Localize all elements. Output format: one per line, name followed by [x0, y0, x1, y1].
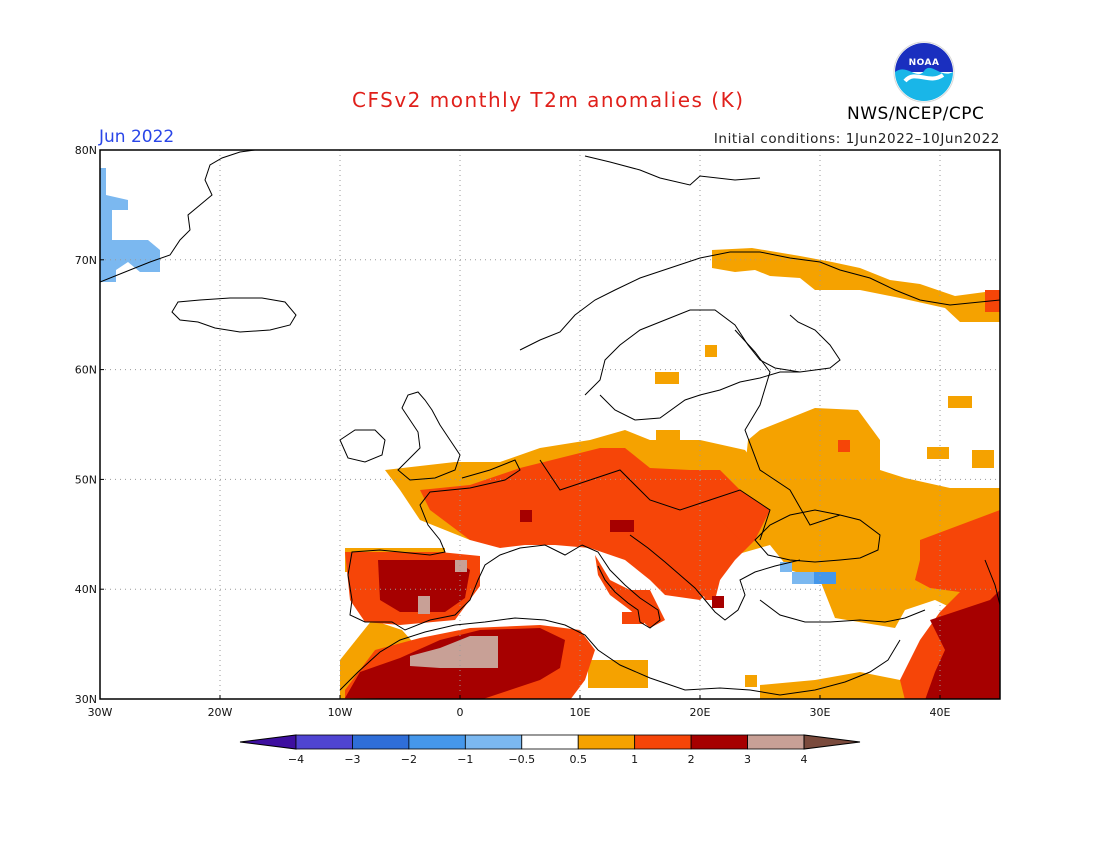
colorbar-segment [577, 734, 636, 750]
anomaly-egypt-cell [745, 675, 757, 687]
anomaly-iberia-darkred [378, 560, 470, 612]
coast-africa [339, 617, 901, 696]
coast-greenland [100, 150, 256, 283]
coast-italy [581, 544, 661, 629]
noaa-logo-icon [893, 41, 955, 103]
anomaly-spain-brown-1 [418, 596, 430, 614]
colorbar-max-arrow [803, 734, 861, 750]
longitude-label: 30W [88, 706, 113, 719]
coastlines [100, 150, 1000, 696]
colorbar-label: 3 [744, 753, 751, 766]
chart-title: CFSv2 monthly T2m anomalies (K) [352, 88, 745, 112]
longitude-label: 20W [208, 706, 233, 719]
colorbar-label: 2 [688, 753, 695, 766]
anomaly-baltic-cell [656, 430, 680, 440]
colorbar-label: −3 [344, 753, 360, 766]
latitude-label: 30N [75, 693, 97, 706]
latitude-label: 50N [75, 473, 97, 486]
colorbar-min-arrow [239, 734, 297, 750]
anomaly-france-central-red [420, 448, 770, 600]
coast-iceland [171, 297, 297, 333]
anomaly-belarus-cell [838, 440, 850, 452]
agency-label: NWS/NCEP/CPC [847, 104, 985, 124]
colorbar-segment [464, 734, 523, 750]
latitude-label: 80N [75, 144, 97, 157]
coast-turkey [759, 599, 926, 623]
longitude-label: 30E [810, 706, 831, 719]
coast-black-sea [754, 509, 881, 563]
gridlines [100, 150, 1000, 699]
anomaly-turkey-blue-3 [780, 562, 792, 572]
colorbar-segment [634, 734, 692, 750]
map-frame [99, 149, 1001, 700]
colorbar-label: 1 [631, 753, 638, 766]
longitude-label: 20E [690, 706, 711, 719]
colorbar-segment [408, 734, 466, 750]
coast-caspian [984, 559, 1000, 606]
coast-britain [397, 391, 461, 481]
anomaly-russia-cell-2 [927, 447, 949, 459]
latitude-labels: 80N 70N 60N 50N 40N 30N [75, 144, 104, 706]
coast-norway [519, 251, 1000, 351]
anomaly-spain-brown-2 [455, 560, 467, 572]
longitude-label: 10W [328, 706, 353, 719]
colorbar-segment [352, 734, 410, 750]
anomaly-libya-cell [588, 660, 648, 688]
colorbar-label: 0.5 [569, 753, 587, 766]
anomaly-finland-cell [705, 345, 717, 357]
longitude-label: 40E [930, 706, 951, 719]
latitude-label: 70N [75, 254, 97, 267]
colorbar-segment [690, 734, 748, 750]
coast-balkans [629, 534, 801, 621]
colorbar-label: −1 [457, 753, 473, 766]
longitude-label: 10E [570, 706, 591, 719]
latitude-label: 60N [75, 364, 97, 377]
anomaly-turkey-blue-2 [814, 572, 836, 584]
coast-svalbard [584, 155, 761, 186]
longitude-labels: 30W 20W 10W 0 10E 20E 30E 40E [88, 695, 951, 719]
colorbar-label: −2 [401, 753, 417, 766]
colorbar-label: −0.5 [508, 753, 535, 766]
anomaly-russia-cell [948, 396, 972, 408]
anomaly-adriatic-cell [610, 520, 634, 532]
anomaly-algeria-brown [410, 636, 498, 668]
logo-text: NOAA [908, 58, 940, 68]
forecast-month: Jun 2022 [99, 127, 175, 147]
anomaly-balkan-cell [712, 596, 724, 608]
anomaly-scandinavia-coast [712, 248, 1000, 322]
anomaly-sweden-cell [655, 372, 679, 384]
anomaly-alps-cell [520, 510, 532, 522]
anomaly-turkey-blue-1 [792, 572, 814, 584]
initial-conditions: Initial conditions: 1Jun2022–10Jun2022 [713, 131, 1000, 147]
colorbar-label: −4 [288, 753, 304, 766]
anomaly-russia-cell-3 [972, 450, 994, 468]
latitude-label: 40N [75, 583, 97, 596]
anomaly-greenland-blue [100, 168, 160, 282]
colorbar-label: 4 [801, 753, 808, 766]
border-russia [734, 329, 841, 526]
coast-france-iberia [347, 459, 583, 631]
anomaly-balkans-red [690, 520, 740, 600]
coast-ireland [339, 429, 386, 463]
border-central [539, 459, 771, 541]
longitude-label: 0 [457, 706, 464, 719]
colorbar-segment [747, 734, 805, 750]
colorbar: −4 −3 −2 −1 −0.5 0.5 1 2 3 4 [239, 734, 861, 766]
colorbar-segment [521, 734, 579, 750]
anomaly-anatolia-darkred [925, 590, 1000, 699]
coast-baltic [599, 371, 800, 421]
colorbar-segment [295, 734, 353, 750]
anomaly-italy-red [595, 555, 665, 628]
